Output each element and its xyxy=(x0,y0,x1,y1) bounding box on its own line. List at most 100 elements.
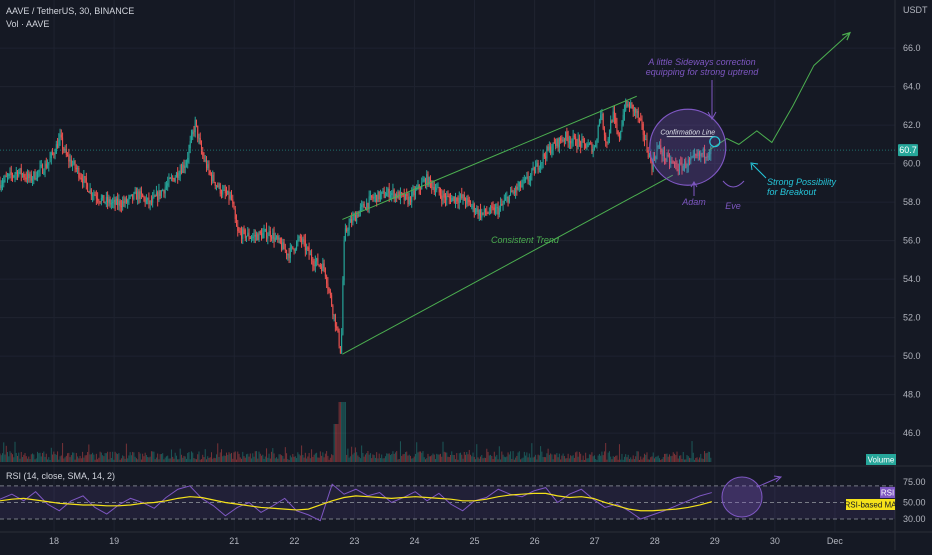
volume-bar xyxy=(167,455,169,462)
candle-body xyxy=(651,161,653,170)
volume-bar xyxy=(10,452,12,462)
candle-body xyxy=(643,134,645,140)
volume-bar xyxy=(298,454,300,462)
volume-bar xyxy=(169,458,171,462)
candle-body xyxy=(505,198,507,201)
volume-bar xyxy=(374,457,376,462)
candle-body xyxy=(309,254,311,256)
candle-body xyxy=(516,186,518,190)
volume-bar xyxy=(571,456,573,462)
candle-body xyxy=(19,168,21,172)
volume-bar xyxy=(84,455,86,462)
candle-body xyxy=(67,154,69,156)
volume-bar xyxy=(292,454,294,462)
volume-bar xyxy=(431,455,433,462)
volume-bar xyxy=(219,452,221,462)
volume-bar xyxy=(565,458,567,462)
eve-arc xyxy=(722,180,745,188)
volume-bar xyxy=(297,452,299,462)
candle-body xyxy=(498,207,500,215)
candle-body xyxy=(543,154,545,157)
volume-bar xyxy=(452,454,454,462)
volume-bar xyxy=(617,459,619,462)
candle-body xyxy=(276,236,278,238)
volume-bar xyxy=(150,451,152,462)
volume-bar xyxy=(480,456,482,462)
volume-bar xyxy=(28,456,30,462)
candle-body xyxy=(387,188,389,194)
volume-bar xyxy=(404,452,406,462)
volume-bar xyxy=(256,451,258,462)
candle-body xyxy=(226,193,228,195)
volume-bar xyxy=(189,459,191,462)
volume-bar xyxy=(127,458,129,462)
volume-bar xyxy=(547,448,549,462)
volume-bar xyxy=(591,452,593,462)
candle-body xyxy=(413,190,415,196)
candle-body xyxy=(331,295,333,306)
candle-body xyxy=(139,191,141,199)
volume-bar xyxy=(645,454,647,462)
candle-body xyxy=(154,195,156,197)
candle-body xyxy=(150,200,152,203)
volume-bar xyxy=(210,452,212,462)
candle-body xyxy=(274,237,276,241)
volume-bar xyxy=(606,459,608,462)
volume-bar xyxy=(234,451,236,462)
candle-body xyxy=(582,138,584,140)
candle-body xyxy=(470,202,472,207)
price-tick-label: 56.0 xyxy=(903,236,921,246)
volume-bar xyxy=(705,453,707,462)
breakout-arrowhead xyxy=(750,162,759,171)
volume-bar xyxy=(249,453,251,462)
volume-bar xyxy=(231,452,233,462)
volume-bar xyxy=(22,457,24,462)
candle-body xyxy=(185,162,187,166)
candle-body xyxy=(138,191,140,199)
candle-body xyxy=(583,139,585,144)
candle-body xyxy=(486,212,488,214)
candle-body xyxy=(608,133,610,139)
candle-body xyxy=(311,254,313,261)
volume-bar xyxy=(58,459,60,462)
candle-body xyxy=(580,141,582,147)
volume-legend[interactable]: Vol · AAVE xyxy=(6,19,50,29)
time-tick-label: 18 xyxy=(49,536,59,546)
volume-bar xyxy=(160,454,162,462)
candle-body xyxy=(661,151,663,156)
candle-body xyxy=(588,143,590,145)
volume-bar xyxy=(100,452,102,462)
adam-arrowhead xyxy=(690,181,698,188)
volume-bar xyxy=(284,447,286,462)
volume-bar xyxy=(344,402,346,462)
volume-bar xyxy=(600,455,602,462)
candle-body xyxy=(525,177,527,180)
candle-body xyxy=(401,192,403,194)
candle-body xyxy=(374,194,376,197)
candle-body xyxy=(63,148,65,151)
volume-bar xyxy=(613,456,615,462)
volume-bar xyxy=(207,456,209,462)
candle-body xyxy=(658,145,660,147)
volume-bar xyxy=(346,454,348,462)
volume-bar xyxy=(621,453,623,462)
candle-body xyxy=(70,159,72,166)
candle-body xyxy=(294,249,296,252)
candle-body xyxy=(453,196,455,203)
volume-bar xyxy=(577,456,579,462)
candle-body xyxy=(49,158,51,163)
candle-body xyxy=(460,194,462,198)
candle-body xyxy=(695,154,697,156)
candle-body xyxy=(194,119,196,133)
candle-body xyxy=(189,141,191,149)
rsi-legend[interactable]: RSI (14, close, SMA, 14, 2) xyxy=(6,471,116,481)
candle-body xyxy=(296,241,298,250)
volume-bar xyxy=(339,402,341,462)
volume-bar xyxy=(418,451,420,462)
symbol-legend[interactable]: AAVE / TetherUS, 30, BINANCE xyxy=(6,6,135,16)
candle-body xyxy=(635,108,637,113)
candle-body xyxy=(74,161,76,169)
candle-body xyxy=(241,232,243,240)
